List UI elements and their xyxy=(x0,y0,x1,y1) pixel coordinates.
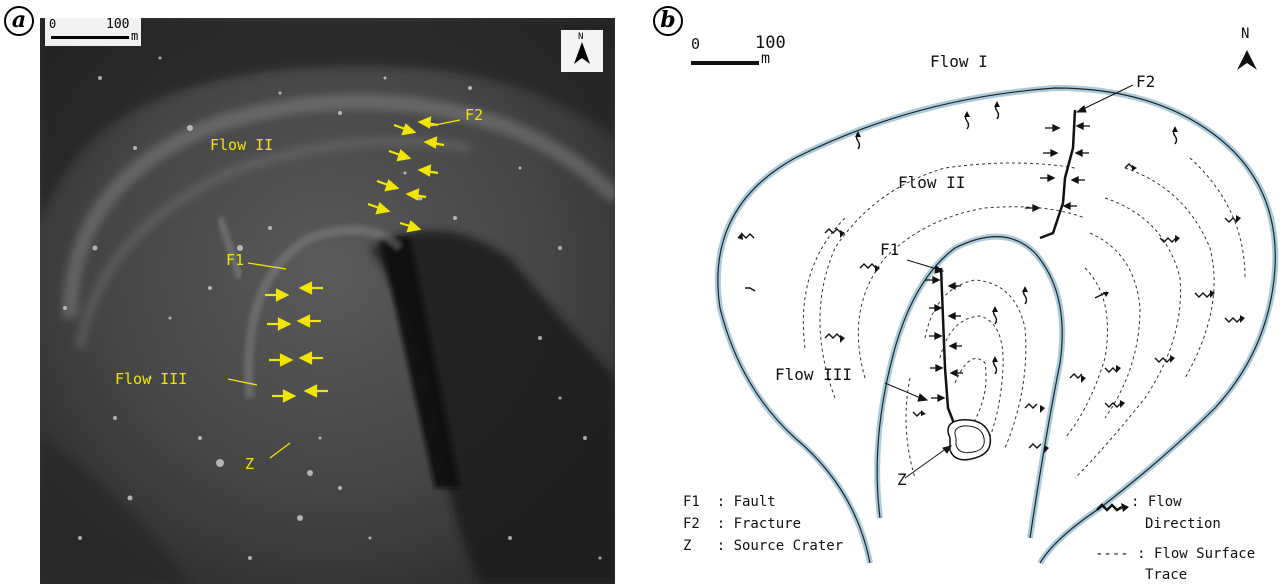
label-flow-ii: Flow II xyxy=(210,136,274,154)
compression-arrows xyxy=(925,121,1090,403)
scale-bar: 0 100 m xyxy=(45,18,141,46)
panel-b-map: 0 100 m N Flow I F2 Flow II F1 Flow III … xyxy=(683,18,1286,584)
legend-flow-direction-icon xyxy=(1096,503,1129,512)
photo-terrain xyxy=(40,18,615,584)
label-f2-b: F2 xyxy=(1136,72,1156,91)
label-flow-iii: Flow III xyxy=(115,370,188,388)
legend-z: Z : Source Crater xyxy=(683,538,844,554)
scale-line-b xyxy=(691,61,759,65)
north-arrow: N xyxy=(561,30,603,72)
panel-a-image: 0 100 m N Flow II F2 F1 Flow III Z xyxy=(40,18,615,584)
fault-f1 xyxy=(939,267,957,427)
north-label-b: N xyxy=(1241,26,1250,42)
scale-zero: 0 xyxy=(49,18,57,31)
flow-sketch xyxy=(691,50,1279,565)
flow-direction-arrows xyxy=(737,102,1242,449)
legend-flow-direction-1: : Flow xyxy=(1131,494,1182,510)
label-z-b: Z xyxy=(897,470,907,489)
leader-lines xyxy=(884,84,1134,479)
flow-iii-boundary xyxy=(874,233,1066,539)
north-arrow-b-icon xyxy=(1237,50,1257,70)
legend-trace-2: Trace xyxy=(1145,567,1188,583)
scale-zero-b: 0 xyxy=(691,35,701,53)
legend-f2: F2 : Fracture xyxy=(683,516,802,532)
fracture-f2 xyxy=(1039,109,1077,240)
scale-value: 100 xyxy=(106,18,130,32)
label-flow-iii-b: Flow III xyxy=(775,365,853,384)
north-arrow-icon xyxy=(574,42,590,64)
panel-b-label: b xyxy=(653,6,683,36)
label-flow-i: Flow I xyxy=(930,52,988,71)
flow-surface-traces xyxy=(802,157,1246,479)
flow-arrow-heads xyxy=(738,101,1245,453)
scale-unit: m xyxy=(131,29,139,43)
legend-flow-direction-2: Direction xyxy=(1145,516,1221,532)
north-label: N xyxy=(578,32,584,42)
legend-trace-1: ---- : Flow Surface xyxy=(1095,546,1256,562)
label-z: Z xyxy=(245,455,255,473)
panel-a-label: a xyxy=(4,6,34,36)
legend-f1: F1 : Fault xyxy=(683,494,776,510)
scale-unit-b: m xyxy=(761,49,771,67)
label-flow-ii-b: Flow II xyxy=(898,173,966,192)
scale-value-b: 100 xyxy=(755,33,786,53)
label-f2: F2 xyxy=(465,106,484,124)
scale-line xyxy=(51,36,129,39)
label-f1-b: F1 xyxy=(880,240,900,259)
label-f1: F1 xyxy=(226,251,245,269)
